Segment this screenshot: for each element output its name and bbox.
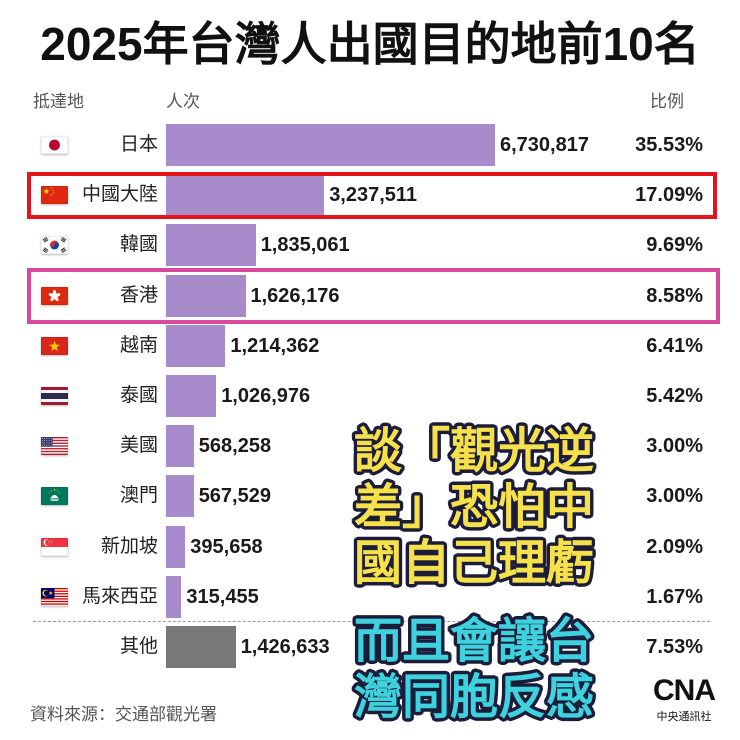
cna-logo-mark: CNA: [653, 674, 716, 707]
share-label: 9.69%: [646, 234, 703, 257]
caption-line: 灣同胞反感: [354, 671, 595, 724]
vietnam-flag-icon: [41, 336, 68, 355]
chart-row: 日本 6,730,817 35.53%: [0, 124, 740, 166]
highlight-box-china-row: [27, 172, 717, 219]
category-label: 中國大陸: [81, 184, 158, 206]
cna-logo-name: 中央通訊社: [656, 711, 712, 723]
category-label: 澳門: [119, 485, 158, 507]
overlay-caption-yellow: 談「觀光逆 差」恐怕中 國自己理虧: [354, 424, 594, 592]
category-label: 美國: [119, 435, 158, 457]
category-label: 其他: [119, 636, 158, 657]
value-label: 1,426,633: [240, 636, 330, 658]
share-label: 3.00%: [646, 435, 703, 458]
bar-mark: [166, 274, 246, 317]
chart-row: 美國 568,258 3.00%: [0, 425, 740, 468]
chart-title: 2025年台灣人出國目的地前10名: [40, 18, 700, 70]
value-label: 568,258: [198, 435, 272, 458]
highlight-box-hong-kong-row: [27, 268, 720, 324]
malaysia-flag-icon: [41, 587, 68, 606]
caption-line: 而且會讓台: [354, 615, 595, 668]
singapore-flag-icon: [41, 537, 68, 556]
value-label: 1,626,176: [250, 284, 340, 307]
bar-mark: [166, 124, 495, 166]
share-label: 17.09%: [635, 184, 703, 207]
share-label: 3.00%: [646, 485, 703, 508]
category-label: 馬來西亞: [81, 585, 158, 607]
share-label: 7.53%: [646, 636, 703, 658]
cna-logo: CNA 中央通訊社: [648, 672, 720, 724]
chart-row: 澳門 567,529 3.00%: [0, 475, 740, 518]
share-label: 35.53%: [635, 134, 703, 156]
category-label: 新加坡: [100, 535, 158, 557]
china-flag-icon: [41, 186, 68, 205]
chart-row: 新加坡 395,658 2.09%: [0, 525, 740, 568]
chart-row: 越南 1,214,362 6.41%: [0, 324, 740, 367]
caption-line: 國自己理虧: [354, 537, 595, 590]
japan-flag-icon: [41, 136, 68, 154]
usa-flag-icon: [41, 437, 68, 456]
share-label: 5.42%: [646, 385, 703, 407]
caption-line: 差」恐怕中: [354, 481, 595, 534]
column-header-share: 比例: [650, 92, 684, 111]
value-label: 567,529: [198, 485, 271, 508]
value-label: 3,237,511: [329, 184, 418, 207]
data-source: 資料來源：交通部觀光署: [30, 705, 217, 724]
thailand-flag-icon: [41, 387, 68, 405]
bar-mark: [166, 626, 236, 668]
bar-mark: [166, 475, 194, 518]
value-label: 1,026,976: [221, 385, 311, 407]
bar-mark: [166, 174, 325, 217]
column-header-destination: 抵達地: [33, 92, 84, 111]
chart-row: 香港 1,626,176 8.58%: [0, 274, 740, 317]
bar-chart: 日本 6,730,817 35.53% 中國大陸 3,237,511 17.09% 韓國 1,…: [0, 124, 740, 668]
value-label: 1,835,061: [260, 234, 350, 257]
bar-mark: [166, 425, 194, 468]
others-separator: [33, 621, 710, 622]
chart-row: 馬來西亞 315,455 1.67%: [0, 575, 740, 618]
category-label: 越南: [119, 334, 158, 356]
bar-mark: [166, 375, 217, 417]
bar-mark: [166, 525, 186, 568]
category-label: 泰國: [119, 385, 158, 406]
chart-row: 韓國 1,835,061 9.69%: [0, 224, 740, 267]
chart-row: 其他 1,426,633 7.53%: [0, 626, 740, 668]
value-label: 1,214,362: [230, 334, 320, 357]
category-label: 香港: [119, 284, 158, 306]
caption-line: 談「觀光逆: [354, 425, 595, 478]
column-header-count: 人次: [166, 92, 200, 111]
value-label: 315,455: [186, 585, 259, 608]
bar-mark: [166, 575, 182, 618]
share-label: 1.67%: [646, 585, 703, 608]
value-label: 6,730,817: [500, 134, 589, 156]
category-label: 日本: [119, 134, 158, 155]
category-label: 韓國: [119, 234, 158, 256]
bar-mark: [166, 324, 226, 367]
value-label: 395,658: [190, 535, 263, 558]
share-label: 2.09%: [646, 535, 703, 558]
share-label: 6.41%: [646, 334, 703, 357]
bar-mark: [166, 224, 256, 267]
chart-row: 泰國 1,026,976 5.42%: [0, 375, 740, 417]
hong-kong-flag-icon: [41, 286, 68, 305]
overlay-caption-cyan: 而且會讓台 灣同胞反感: [354, 614, 594, 726]
chart-row: 中國大陸 3,237,511 17.09%: [0, 174, 740, 217]
share-label: 8.58%: [646, 284, 703, 307]
